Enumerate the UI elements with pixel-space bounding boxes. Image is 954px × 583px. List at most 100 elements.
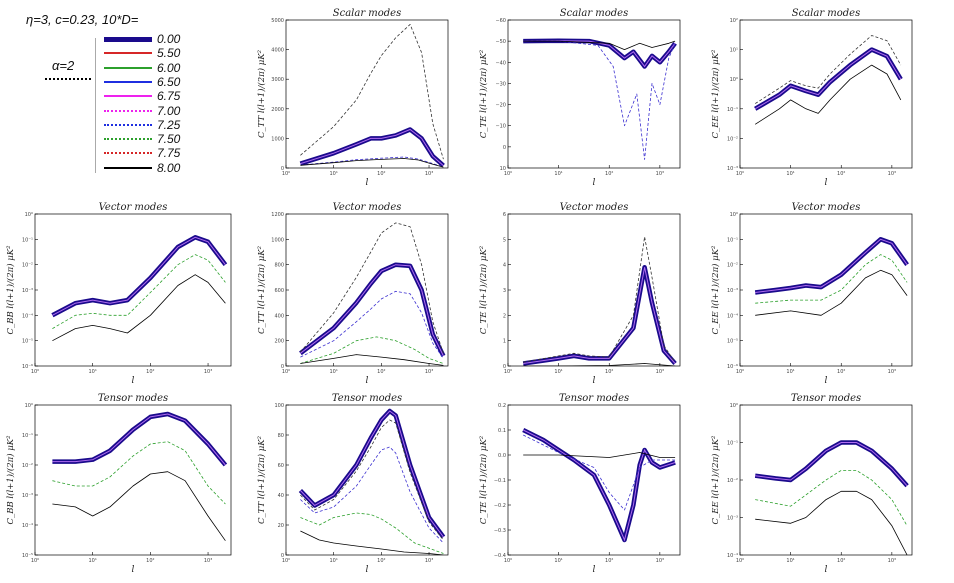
chart-tensor-bb: Tensor modes 10⁰ 10¹ 10² 10³ 10⁻⁵ 10⁻⁴ 10⁻³ 10⁻²… [5,393,232,575]
plot-frame [285,404,449,556]
series-line-upper-dashed [523,236,676,363]
plot-title: Tensor modes [559,393,629,404]
y-tick-label: −50 [495,39,506,45]
x-tick-label: 10⁰ [31,558,39,564]
y-tick-label: 80 [278,433,284,439]
series-line-black [754,64,902,125]
legend-swatch [104,138,152,141]
y-tick-label: 5 [503,237,506,243]
y-axis-label: C_TT l(l+1)/(2π) μK² [256,435,267,524]
y-tick-label: −0.4 [494,553,506,559]
series-line-overlay [755,442,908,487]
x-tick-label: 10² [377,171,385,177]
y-tick-label: 10⁻³ [727,288,738,294]
x-tick-label: 10³ [888,558,896,564]
x-tick-label: 10² [377,369,385,375]
x-tick-label: 10² [605,369,613,375]
x-tick-label: 10¹ [786,171,794,177]
y-tick-label: 10⁻³ [22,288,33,294]
plot-frame [507,404,681,556]
series-line-green-dashed [52,441,226,505]
plot-title: Scalar modes [560,8,629,19]
legend-entry-label: 7.50 [157,132,181,147]
y-tick-label: 0 [281,166,284,172]
y-tick-label: 800 [274,263,284,269]
y-tick-label: 5000 [271,18,284,24]
series-line-green-dashed [300,512,444,554]
x-axis-label: l [366,376,369,386]
legend-entry-label: 7.00 [157,103,181,118]
series-line-overlay [754,49,902,110]
y-tick-label: 60 [278,463,284,469]
x-axis-label: l [593,565,596,575]
x-tick-label: 10⁰ [282,558,290,564]
y-tick-label: 10⁻² [727,263,738,269]
y-tick-label: 1000 [271,136,284,142]
y-tick-label: 1000 [271,237,284,243]
y-tick-label: 0 [281,364,284,370]
series-line-green-dashed [300,336,444,364]
y-axis-label: C_EE l(l+1)/(2π) μK² [710,49,721,139]
y-axis-label: C_EE l(l+1)/(2π) μK² [710,435,721,525]
legend-swatch [104,80,152,83]
y-tick-label: −0.1 [494,478,506,484]
legend-entry: 0.00 [104,32,224,46]
y-tick-label: 0 [281,553,284,559]
y-tick-label: 10⁻⁶ [22,364,33,370]
x-axis-label: l [825,376,828,386]
y-tick-label: 400 [274,313,284,319]
series-line-overlay [300,128,444,166]
plot-title: Vector modes [333,202,402,213]
x-tick-label: 10⁰ [736,171,744,177]
y-tick-label: −30 [495,81,506,87]
legend-entry-label: 7.25 [157,117,181,132]
x-tick-label: 10³ [204,369,212,375]
legend-entry-label: 5.50 [157,46,181,61]
y-tick-label: 10² [730,18,738,24]
x-axis-label: l [593,178,596,188]
plot-frame [285,19,449,169]
y-tick-label: 20 [278,523,284,529]
y-tick-label: 0.0 [498,453,506,459]
y-tick-label: 10⁻⁴ [727,313,738,319]
series-line-black [523,363,676,366]
legend-entry-label: 6.50 [157,74,181,89]
series-line-thick [523,38,677,69]
y-tick-label: 4000 [271,48,284,54]
series-line-overlay [300,264,444,357]
y-tick-label: −60 [495,18,506,24]
legend-entry: 6.00 [104,60,224,75]
series-line-thick [298,408,446,539]
x-tick-label: 10³ [656,171,664,177]
legend-entry-label: 6.00 [157,60,181,75]
series-line-lower-dashed [300,156,444,168]
y-axis-label: C_BB l(l+1)/(2π) μK² [5,435,16,525]
y-tick-label: 10⁻⁵ [22,339,33,345]
y-tick-label: 1200 [271,212,284,218]
series-line-black [300,158,444,168]
legend-entry-label: 7.75 [157,146,181,161]
y-tick-label: 10¹ [730,48,738,54]
legend-entry: 7.50 [104,132,224,147]
y-axis-label: C_TT l(l+1)/(2π) μK² [256,49,267,138]
series-line-lower-dashed [300,446,444,544]
y-tick-label: 2 [503,313,506,319]
y-tick-label: 0.2 [498,403,506,409]
x-tick-label: 10³ [888,171,896,177]
x-tick-label: 10² [837,171,845,177]
x-tick-label: 10³ [204,558,212,564]
chart-tensor-ee: Tensor modes 10⁰ 10¹ 10² 10³ 10⁻⁴ 10⁻³ 10⁻² 10⁻¹… [710,393,913,575]
plot-title: Vector modes [792,202,861,213]
y-tick-label: 3 [503,288,506,294]
y-tick-label: 40 [278,493,284,499]
x-tick-label: 10² [146,369,154,375]
series-line-green-dashed [755,254,908,304]
x-tick-label: 10¹ [329,171,337,177]
y-tick-label: 10⁻¹ [727,107,738,113]
y-tick-label: 600 [274,288,284,294]
plot-frame [507,213,681,367]
legend-title: η=3, c=0.23, 10*D= [26,12,139,27]
legend-swatch [104,95,152,98]
legend-entry: 6.50 [104,74,224,89]
